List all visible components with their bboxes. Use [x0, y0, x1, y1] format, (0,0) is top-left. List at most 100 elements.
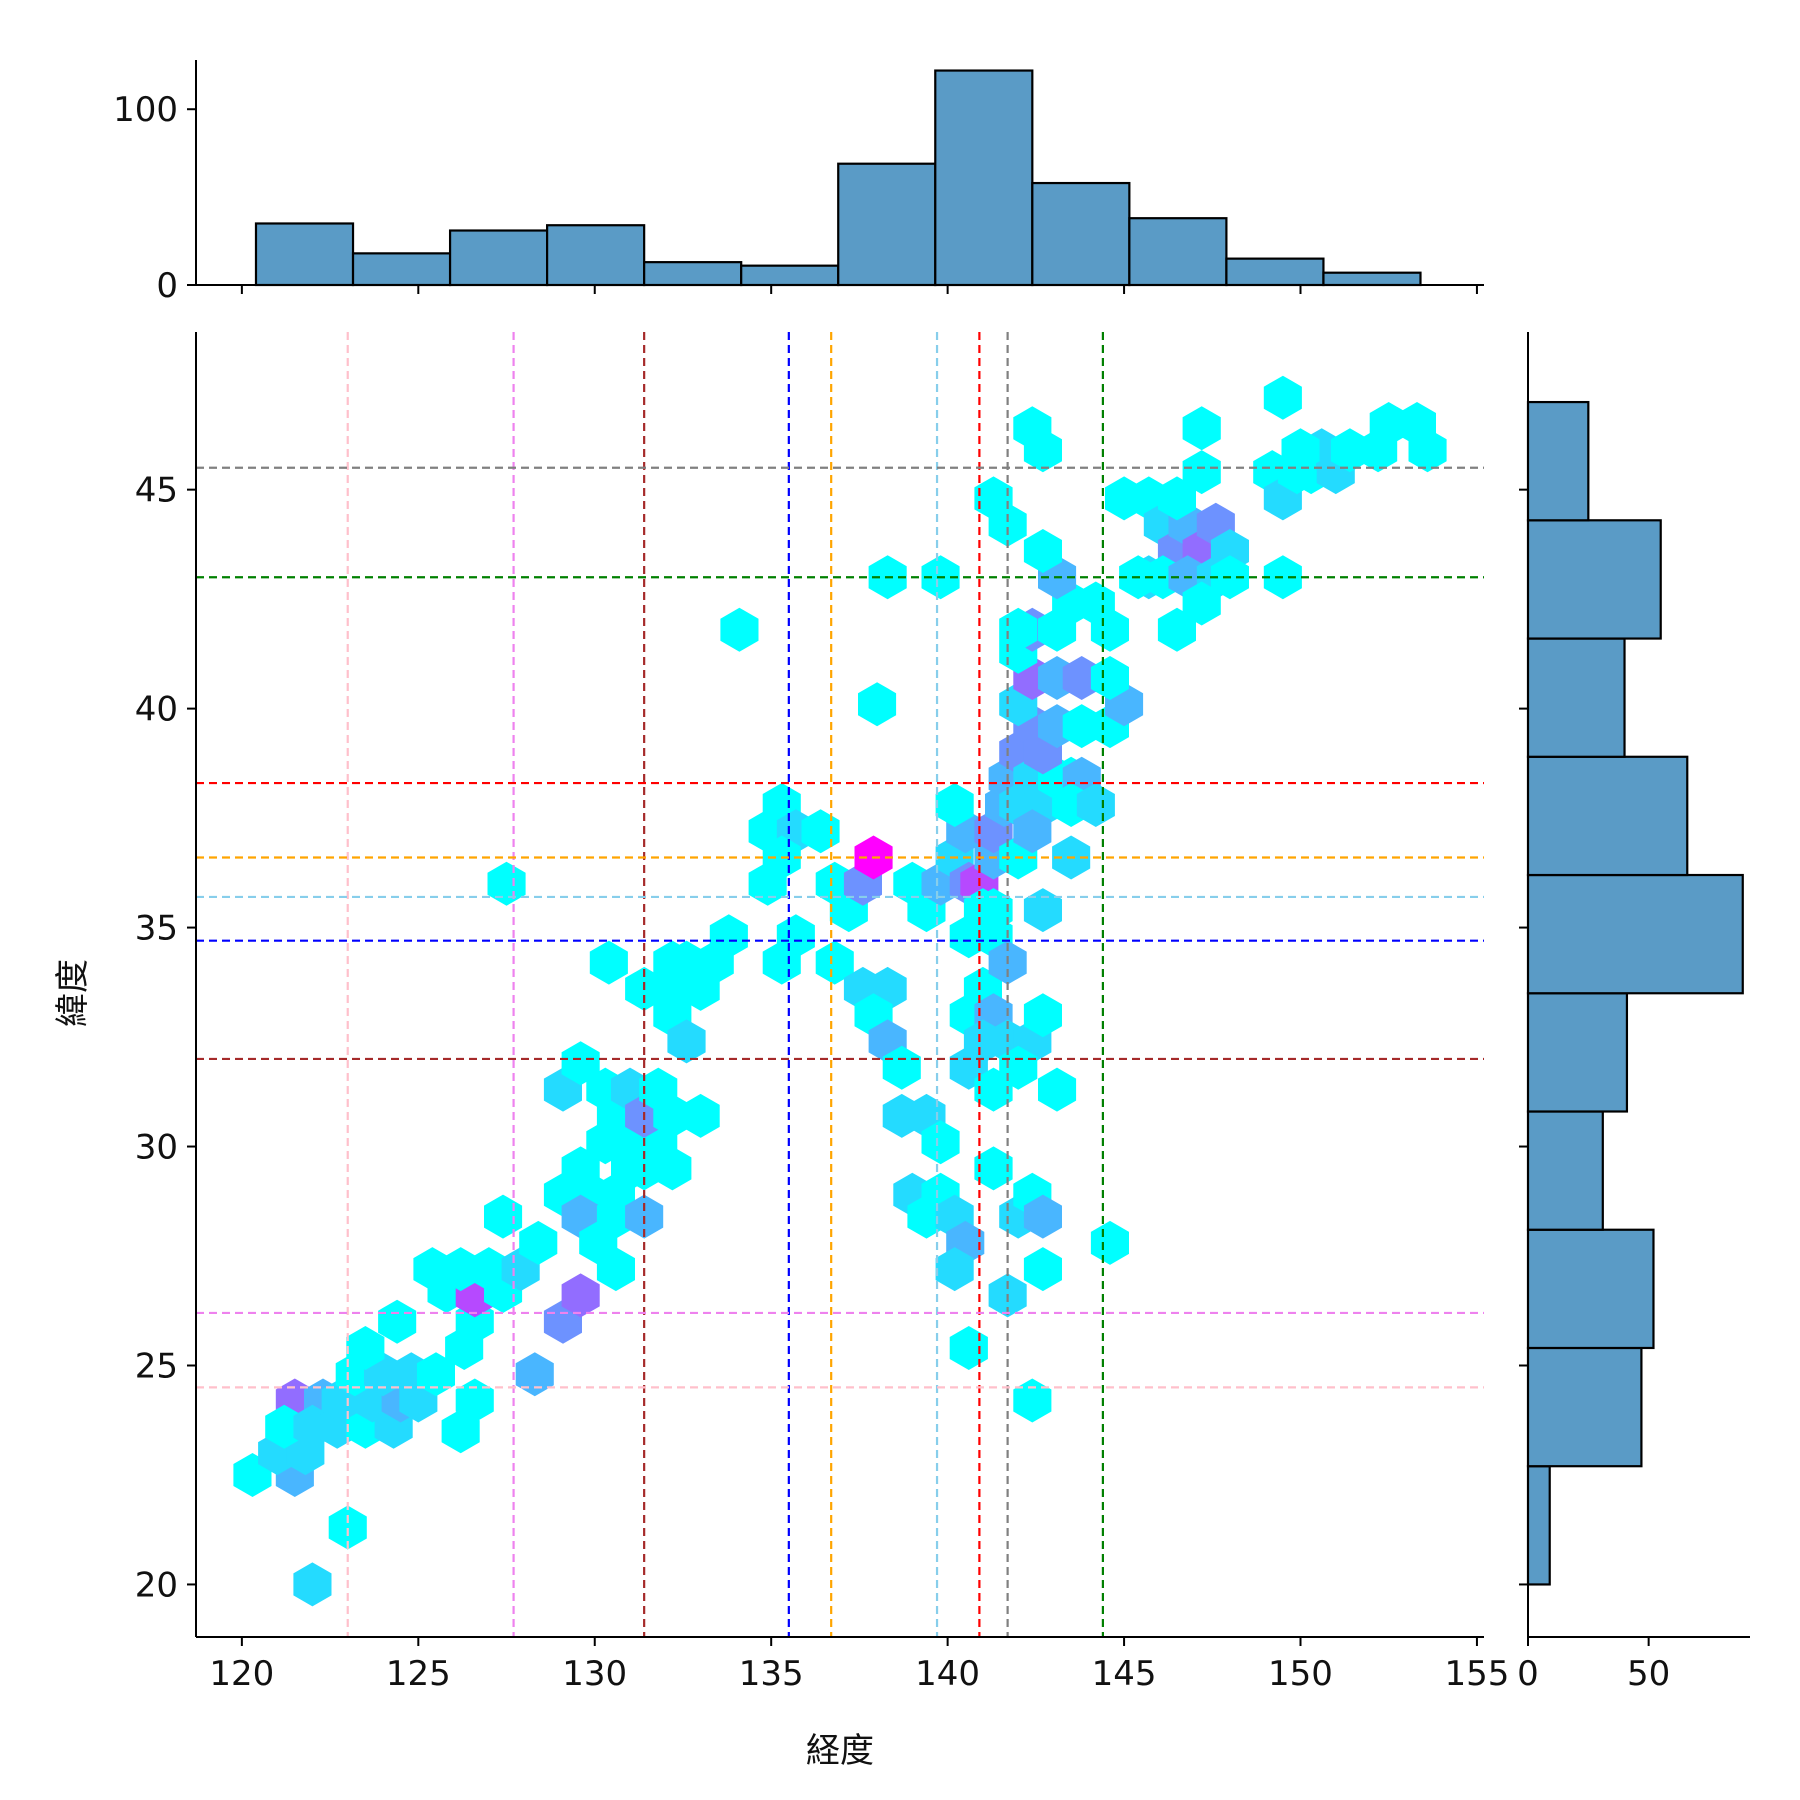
hexbin-cell	[1023, 993, 1062, 1038]
hexbin-cell	[858, 682, 897, 727]
hexbin-cell	[519, 1220, 558, 1265]
hexbin-cell	[815, 940, 854, 985]
y-tick-label: 30	[135, 1128, 178, 1168]
top-histogram-bar	[1031, 181, 1131, 287]
main-hexbin-plot: 120 125 130 135 140 145 150 155 20 25 30 35 40 45	[135, 332, 1509, 1694]
hexbin-cell	[1182, 406, 1221, 451]
x-tick-label: 145	[1092, 1654, 1157, 1694]
hexbin-cell	[455, 1378, 494, 1423]
hexbin-cell	[667, 1019, 706, 1064]
top-histogram-bar	[1322, 271, 1422, 287]
hexbin-cell	[653, 940, 692, 985]
top-histogram-bar	[546, 224, 646, 287]
top-histogram-bar	[934, 69, 1034, 287]
right-histogram-bar	[1526, 992, 1629, 1113]
top-histogram-bar	[643, 261, 743, 287]
hexbin-cell	[999, 607, 1038, 652]
right-histogram-bar	[1526, 400, 1590, 522]
top-histogram-bar	[1128, 217, 1228, 287]
top-histogram-bar	[254, 222, 355, 287]
hexbin-cell	[1263, 375, 1302, 420]
right-histogram-bar	[1526, 755, 1689, 877]
hexbin-cell	[1182, 450, 1221, 495]
hexbin-cell	[561, 1041, 600, 1086]
hexbin-cell	[709, 914, 748, 959]
hexbin-cell	[1013, 809, 1052, 854]
y-tick-label: 40	[135, 690, 178, 730]
top-histogram-bar	[1225, 257, 1325, 287]
right-hist-x-tick-label: 0	[1517, 1654, 1539, 1694]
hexbin-cell	[935, 1247, 974, 1292]
hexbin-cell	[1076, 783, 1115, 827]
top-histogram-bar	[740, 264, 840, 287]
x-tick-label: 130	[562, 1654, 627, 1694]
hexbin-cell	[720, 607, 759, 652]
hexbin-cell	[469, 1247, 508, 1292]
hexbin-cell	[515, 1352, 554, 1397]
hexbin-cell	[1013, 1378, 1052, 1423]
right-marginal-histogram: 0 50	[1517, 332, 1750, 1694]
hexbin-cell	[935, 783, 974, 827]
hexbin-cell	[346, 1326, 385, 1370]
hexbin-cell	[974, 1067, 1013, 1112]
x-tick-label: 150	[1268, 1654, 1333, 1694]
hexbin-cell	[1023, 888, 1062, 933]
hexbin-cell	[681, 1093, 720, 1138]
top-hist-y-tick-label: 0	[156, 266, 178, 306]
hexbin-cell	[561, 1273, 600, 1318]
y-tick-label: 35	[135, 909, 178, 949]
hexbin-cell	[596, 1247, 635, 1292]
hexbin-cell	[988, 502, 1027, 547]
hexbin-cell	[1408, 428, 1447, 473]
hexbin-cell	[328, 1505, 367, 1550]
x-tick-label: 155	[1444, 1654, 1509, 1694]
x-tick-label: 120	[209, 1654, 274, 1694]
hexbin-layer	[233, 375, 1447, 1607]
y-tick-label: 20	[135, 1565, 178, 1605]
hexbin-cell	[293, 1562, 332, 1607]
hexbin-cell	[1157, 607, 1196, 652]
hexbin-cell	[1277, 450, 1316, 495]
hexbin-cell	[1157, 476, 1196, 521]
x-tick-label: 135	[739, 1654, 804, 1694]
hexbin-cell	[1023, 428, 1062, 473]
hexbin-cell	[441, 1409, 480, 1454]
right-histogram-bar	[1526, 1110, 1604, 1231]
hexbin-cell	[1023, 529, 1062, 573]
top-histogram-bar	[351, 252, 452, 287]
hexbin-cell	[416, 1352, 455, 1397]
right-histogram-bar	[1526, 519, 1662, 640]
y-axis-label: 緯度	[53, 959, 93, 1027]
hexbin-cell	[748, 861, 787, 906]
hexbin-cell	[776, 914, 815, 959]
hexbin-cell	[974, 1146, 1013, 1191]
right-histogram-bar	[1526, 1346, 1643, 1468]
hexbin-cell	[1023, 1194, 1062, 1239]
hexbin-cell	[487, 861, 526, 906]
hexbin-cell	[378, 1299, 417, 1344]
right-histogram-bar	[1526, 637, 1626, 758]
y-tick-label: 25	[135, 1346, 178, 1386]
x-axis-label: 経度	[806, 1731, 874, 1771]
hexbin-cell	[801, 809, 840, 854]
hexbin-cell	[589, 940, 628, 985]
top-histogram-bar	[448, 229, 549, 287]
reference-lines	[196, 332, 1484, 1637]
x-tick-label: 140	[915, 1654, 980, 1694]
right-histogram-bar	[1526, 1465, 1551, 1586]
hexbin-cell	[921, 1120, 960, 1165]
hexbin-cell	[611, 1146, 650, 1191]
right-hist-x-tick-label: 50	[1627, 1654, 1670, 1694]
hexbin-cell	[1182, 581, 1221, 626]
x-tick-label: 125	[386, 1654, 451, 1694]
hexbin-cell	[1090, 656, 1129, 700]
right-histogram-bar	[1526, 873, 1744, 995]
hexbin-cell	[561, 1146, 600, 1191]
top-hist-y-tick-label: 100	[113, 90, 178, 130]
hexbin-cell	[1023, 1247, 1062, 1292]
y-tick-label: 45	[135, 471, 178, 511]
hexbin-cell	[1090, 1220, 1129, 1265]
top-marginal-histogram: 0 100	[113, 60, 1484, 306]
